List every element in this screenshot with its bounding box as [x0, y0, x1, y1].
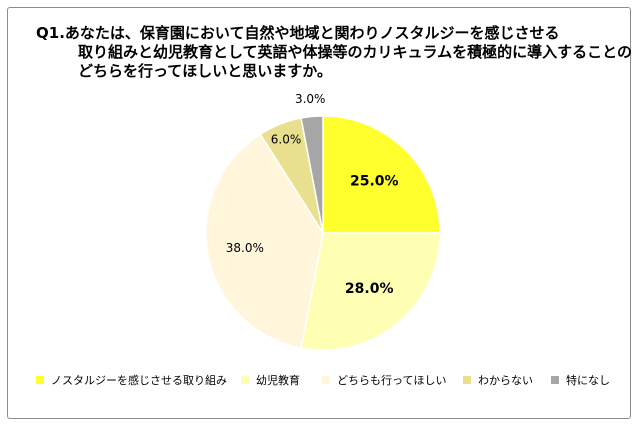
pie-slice-nostalgia — [322, 115, 441, 234]
legend-item-nostalgia: ノスタルジーを感じさせる取り組み — [36, 372, 227, 388]
legend-label-early-education: 幼児教育 — [256, 374, 300, 387]
legend-swatch-dont-know — [463, 376, 471, 384]
legend-label-nostalgia: ノスタルジーを感じさせる取り組み — [51, 374, 227, 387]
pie-slice-none — [300, 115, 324, 234]
title-line-1: Q1.あなたは、保育園において自然や地域と関わりノスタルジーを感じさせる — [36, 24, 560, 42]
legend-swatch-nostalgia — [36, 376, 44, 384]
legend-item-both: どちらも行ってほしい — [322, 372, 446, 388]
title-line-3: どちらを行ってほしいと思いますか。 — [78, 62, 332, 80]
legend: ノスタルジーを感じさせる取り組み 幼児教育 どちらも行ってほしい わからない 特… — [36, 372, 621, 392]
legend-label-dont-know: わからない — [478, 374, 533, 387]
pie-slice-early-education — [300, 232, 441, 351]
legend-item-early-education: 幼児教育 — [241, 372, 300, 388]
data-label-early-education: 28.0% — [345, 281, 394, 297]
legend-swatch-early-education — [241, 376, 249, 384]
legend-label-both: どちらも行ってほしい — [337, 374, 447, 387]
data-label-none: 3.0% — [295, 92, 326, 106]
chart-title: Q1.あなたは、保育園において自然や地域と関わりノスタルジーを感じさせる 取り組… — [36, 24, 632, 81]
title-line-2: 取り組みと幼児教育として英語や体操等のカリキュラムを積極的に導入することの — [78, 43, 632, 61]
data-label-dont-know: 6.0% — [271, 132, 302, 146]
legend-item-none: 特になし — [551, 372, 610, 388]
data-label-nostalgia: 25.0% — [350, 174, 399, 190]
legend-swatch-none — [551, 376, 559, 384]
legend-item-dont-know: わからない — [463, 372, 533, 388]
legend-label-none: 特になし — [566, 374, 610, 387]
legend-swatch-both — [322, 376, 330, 384]
data-label-both: 38.0% — [226, 241, 264, 255]
